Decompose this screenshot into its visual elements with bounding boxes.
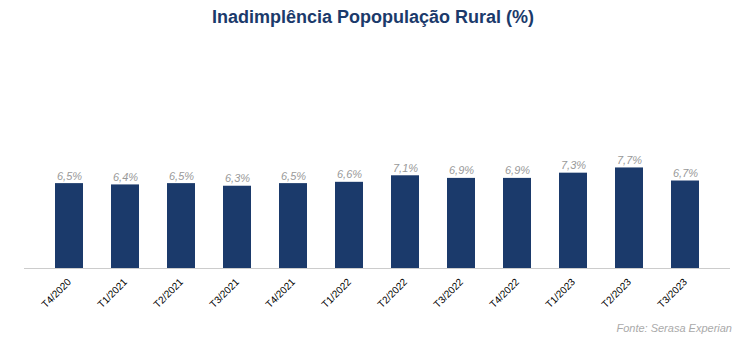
svg-text:7,1%: 7,1% [393, 162, 418, 174]
svg-text:6,5%: 6,5% [57, 170, 82, 182]
svg-text:7,7%: 7,7% [617, 154, 642, 166]
svg-text:T1/2023: T1/2023 [543, 276, 577, 310]
svg-text:T2/2021: T2/2021 [151, 276, 185, 310]
html-text:Inadimplência Popopulação Rura: Inadimplência Popopulação Rural (%) [212, 7, 534, 27]
svg-text:6,9%: 6,9% [505, 164, 530, 176]
svg-text:T2/2022: T2/2022 [375, 276, 409, 310]
html-text:Fonte: Serasa Experian: Fonte: Serasa Experian [616, 322, 732, 334]
svg-text:T4/2020: T4/2020 [39, 276, 73, 310]
svg-text:T3/2021: T3/2021 [207, 276, 241, 310]
svg-text:T3/2023: T3/2023 [655, 276, 689, 310]
svg-text:6,3%: 6,3% [225, 172, 250, 184]
svg-text:6,6%: 6,6% [337, 168, 362, 180]
svg-text:7,3%: 7,3% [561, 159, 586, 171]
svg-text:6,5%: 6,5% [169, 170, 194, 182]
svg-text:6,7%: 6,7% [673, 167, 698, 179]
svg-text:T1/2021: T1/2021 [95, 276, 129, 310]
svg-text:T2/2023: T2/2023 [599, 276, 633, 310]
svg-text:6,5%: 6,5% [281, 170, 306, 182]
svg-text:T1/2022: T1/2022 [319, 276, 353, 310]
svg-text:6,4%: 6,4% [113, 171, 138, 183]
svg-text:T3/2022: T3/2022 [431, 276, 465, 310]
svg-text:T4/2021: T4/2021 [263, 276, 297, 310]
svg-text:6,9%: 6,9% [449, 164, 474, 176]
svg-text:T4/2022: T4/2022 [487, 276, 521, 310]
